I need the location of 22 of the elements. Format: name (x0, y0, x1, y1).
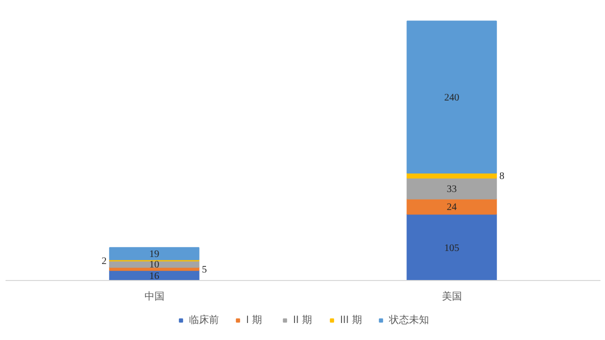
legend-label: II 期 (292, 314, 313, 327)
data-label: 33 (446, 184, 457, 195)
data-label: 240 (444, 92, 460, 104)
data-label: 24 (446, 202, 457, 213)
data-label: 5 (202, 264, 207, 276)
legend-label: III 期 (340, 314, 362, 327)
legend-label: 状态未知 (389, 314, 430, 327)
data-label: 19 (149, 249, 160, 260)
data-label: 2 (102, 256, 107, 267)
bar (406, 214, 497, 280)
bar (406, 198, 497, 215)
data-label: 105 (444, 242, 460, 254)
data-label: 8 (499, 170, 504, 182)
legend-label: 临床前 (188, 314, 219, 327)
bar (406, 20, 497, 174)
bar (406, 178, 497, 200)
data-label: 10 (149, 260, 160, 271)
x-tick-label: 中国 (144, 290, 164, 302)
legend-label: I 期 (246, 314, 264, 327)
data-label: 16 (149, 270, 160, 282)
bar (109, 247, 200, 260)
x-tick-label: 美国 (442, 290, 462, 302)
